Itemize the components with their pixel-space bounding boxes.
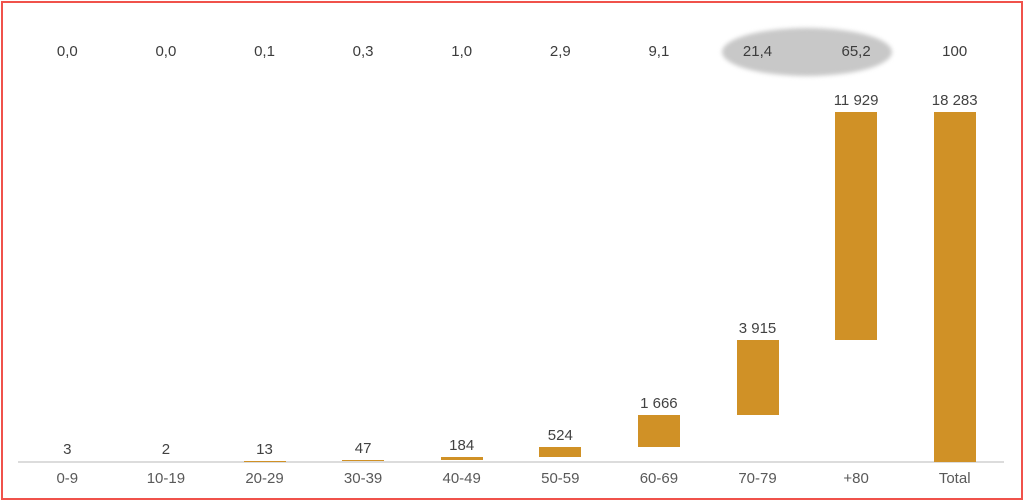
percent-label-20-29: 0,1: [254, 43, 275, 60]
value-label-40-49: 184: [449, 436, 475, 454]
bar-50-59: [539, 446, 582, 457]
percent-label-0-9: 0,0: [56, 43, 78, 60]
value-label-70-79: 3 915: [738, 320, 777, 338]
bar-Total: [933, 112, 976, 462]
value-label-50-59: 524: [547, 426, 573, 444]
x-axis-label-30-39: 30-39: [343, 470, 383, 487]
value-label-30-39: 47: [354, 440, 372, 458]
value-label-10-19: 2: [161, 441, 171, 459]
value-label-+80: 11 929: [833, 92, 879, 109]
x-axis-label-60-69: 60-69: [639, 470, 679, 487]
value-label-20-29: 13: [256, 441, 273, 459]
percent-label-40-49: 1,0: [451, 43, 473, 60]
percent-label-+80: 65,2: [841, 43, 871, 60]
percent-label-50-59: 2,9: [549, 43, 571, 60]
value-label-0-9: 3: [63, 441, 72, 459]
x-axis-label-0-9: 0-9: [56, 470, 79, 487]
x-axis-label-+80: +80: [843, 470, 869, 487]
bar-30-39: [342, 460, 385, 462]
x-axis-label-70-79: 70-79: [738, 470, 777, 487]
percent-label-70-79: 21,4: [742, 43, 773, 60]
percent-label-10-19: 0,0: [155, 43, 177, 60]
percent-label-30-39: 0,3: [352, 43, 374, 60]
value-label-60-69: 1 666: [640, 394, 678, 412]
x-axis-line: [18, 460, 1004, 463]
x-axis-label-Total: Total: [938, 470, 971, 487]
bar-+80: [835, 112, 878, 341]
bar-70-79: [736, 340, 779, 415]
value-label-Total: 18 283: [931, 92, 978, 109]
highlight-ellipse: [721, 28, 892, 76]
x-axis-label-40-49: 40-49: [442, 470, 481, 487]
percent-label-Total: 100: [942, 43, 968, 60]
x-axis-label-20-29: 20-29: [245, 470, 284, 487]
bar-40-49: [440, 456, 483, 461]
x-axis-label-10-19: 10-19: [146, 470, 186, 487]
percent-label-60-69: 9,1: [648, 43, 670, 60]
bar-60-69: [637, 414, 680, 447]
x-axis-label-50-59: 50-59: [541, 470, 580, 487]
